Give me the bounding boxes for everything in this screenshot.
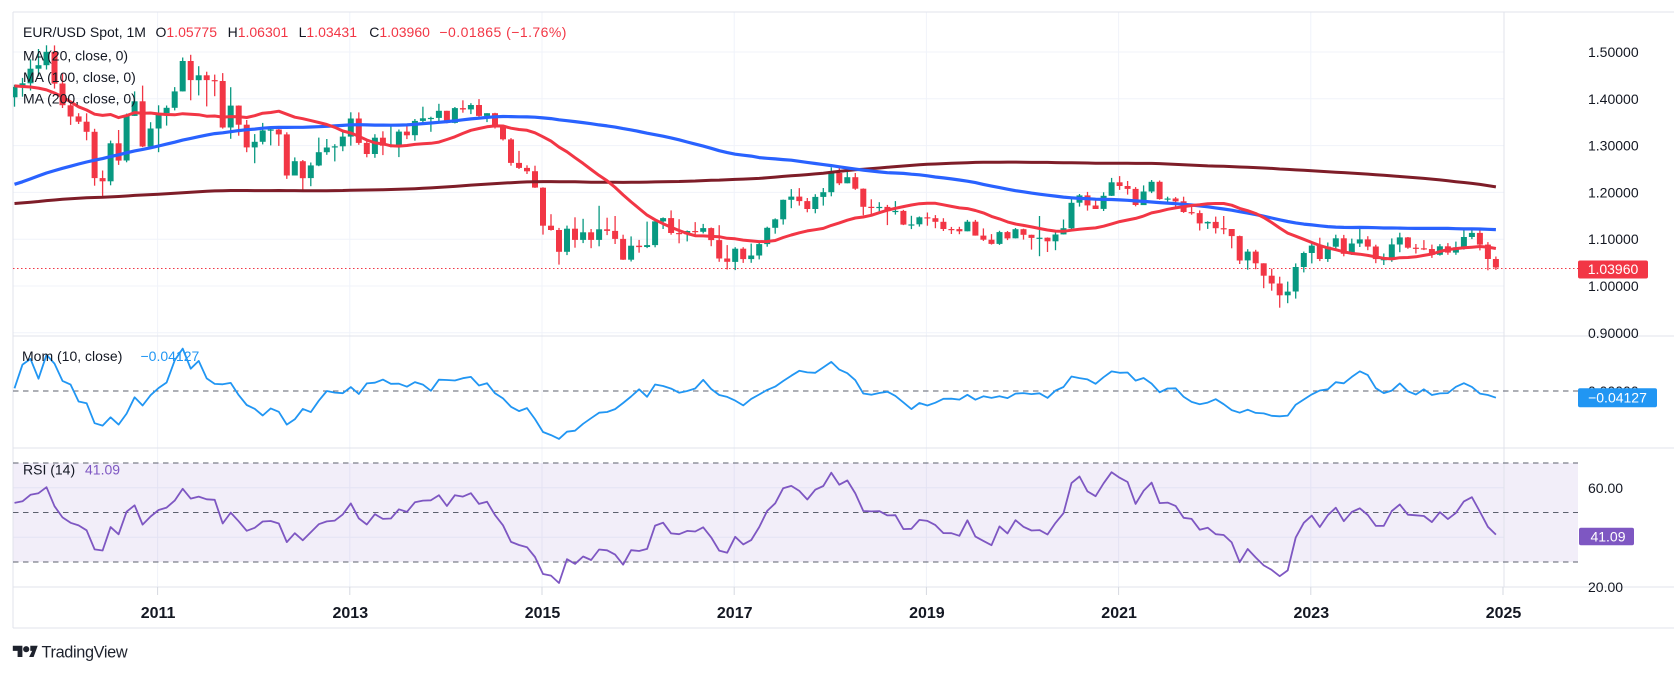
svg-text:41.09: 41.09 [1590,529,1625,545]
svg-text:1.10000: 1.10000 [1588,231,1639,247]
svg-text:41.09: 41.09 [85,462,120,478]
svg-text:2017: 2017 [717,605,753,622]
svg-text:1.20000: 1.20000 [1588,184,1639,200]
svg-text:MA (20, close, 0): MA (20, close, 0) [23,47,128,63]
svg-text:TradingView: TradingView [42,644,128,662]
svg-text:1.50000: 1.50000 [1588,44,1639,60]
svg-text:2013: 2013 [333,605,369,622]
svg-text:2025: 2025 [1486,605,1522,622]
svg-text:C1.03960: C1.03960 [369,24,430,40]
svg-text:H1.06301: H1.06301 [228,24,289,40]
svg-text:2021: 2021 [1101,605,1137,622]
svg-text:O1.05775: O1.05775 [156,24,218,40]
svg-text:MA (100, close, 0): MA (100, close, 0) [23,69,136,85]
svg-text:1.00000: 1.00000 [1588,278,1639,294]
svg-text:RSI (14): RSI (14) [23,462,75,478]
svg-text:20.00: 20.00 [1588,579,1623,595]
svg-text:−0.04127: −0.04127 [1588,389,1647,405]
svg-text:2023: 2023 [1294,605,1330,622]
svg-text:MA (200, close, 0): MA (200, close, 0) [23,90,136,106]
svg-text:−0.04127: −0.04127 [141,348,200,364]
svg-text:Mom (10, close): Mom (10, close) [22,348,122,364]
svg-text:1.30000: 1.30000 [1588,138,1639,154]
svg-text:1.03960: 1.03960 [1588,261,1639,277]
svg-text:2019: 2019 [909,605,945,622]
svg-text:1.40000: 1.40000 [1588,91,1639,107]
svg-text:L1.03431: L1.03431 [299,24,358,40]
svg-text:2011: 2011 [141,605,176,622]
svg-text:2015: 2015 [525,605,561,622]
svg-text:60.00: 60.00 [1588,480,1623,496]
svg-text:0.90000: 0.90000 [1588,325,1639,341]
svg-text:EUR/USD Spot, 1M: EUR/USD Spot, 1M [23,24,146,40]
svg-text:−0.01865 (−1.76%): −0.01865 (−1.76%) [439,24,567,40]
